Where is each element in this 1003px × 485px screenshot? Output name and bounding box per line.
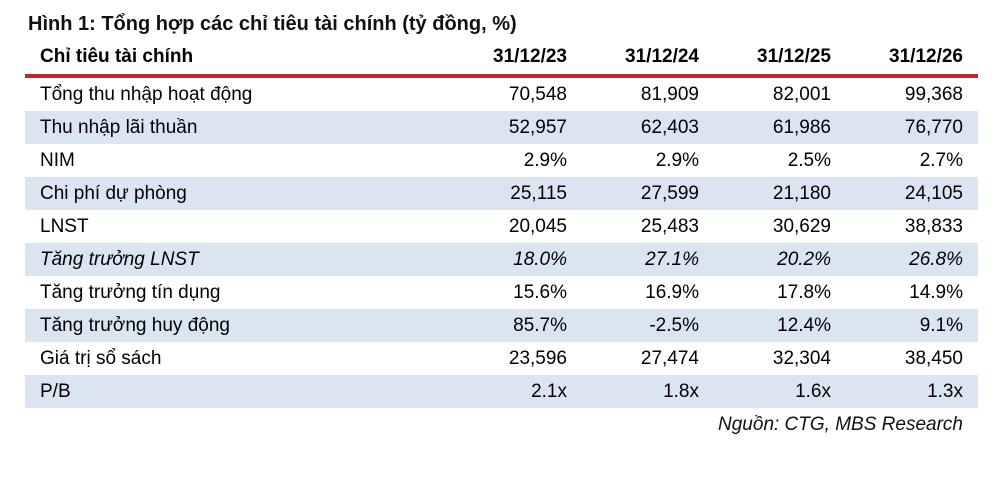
row-value: 27,599	[640, 182, 699, 204]
row-label: Tăng trưởng tín dụng	[40, 281, 221, 303]
row-label: Tổng thu nhập hoạt động	[40, 83, 253, 105]
table-body: Tổng thu nhập hoạt động 70,548 81,909 82,00…	[25, 76, 978, 408]
row-value: 70,548	[508, 83, 567, 105]
row-value: 76,770	[904, 116, 963, 138]
row-value: 24,105	[904, 182, 963, 204]
row-value: 62,403	[640, 116, 699, 138]
row-value: 32,304	[772, 347, 831, 369]
row-value: 99,368	[904, 83, 963, 105]
row-value: 12.4%	[777, 314, 831, 336]
row-value: 16.9%	[645, 281, 699, 303]
table-row: LNST 20,045 25,483 30,629 38,833	[25, 210, 978, 243]
row-value: 38,450	[904, 347, 963, 369]
row-value: 82,001	[772, 83, 831, 105]
row-value: 2.5%	[787, 149, 831, 171]
row-value: 23,596	[508, 347, 567, 369]
row-value: 26.8%	[909, 248, 963, 270]
table-header-row: Chỉ tiêu tài chính 31/12/23 31/12/24 31/…	[25, 40, 978, 78]
row-value: 2.9%	[523, 149, 567, 171]
row-value: 20.2%	[777, 248, 831, 270]
row-value: 14.9%	[909, 281, 963, 303]
financial-table: Chỉ tiêu tài chính 31/12/23 31/12/24 31/…	[25, 40, 978, 408]
row-value: 25,483	[640, 215, 699, 237]
table-row: Tăng trưởng huy động 85.7% -2.5% 12.4% 9.1%	[25, 309, 978, 342]
row-value: 30,629	[772, 215, 831, 237]
row-label: NIM	[40, 149, 75, 171]
row-value: 38,833	[904, 215, 963, 237]
row-value: 52,957	[508, 116, 567, 138]
row-label: LNST	[40, 215, 89, 237]
header-date-3: 31/12/25	[714, 40, 846, 78]
table-row: Tăng trưởng LNST 18.0% 27.1% 20.2% 26.8%	[25, 243, 978, 276]
figure-title: Hình 1: Tổng hợp các chỉ tiêu tài chính …	[28, 13, 517, 35]
row-value: 1.8x	[663, 380, 699, 402]
row-label: Giá trị sổ sách	[40, 347, 162, 369]
row-value: 17.8%	[777, 281, 831, 303]
row-value: 2.9%	[655, 149, 699, 171]
table-row: NIM 2.9% 2.9% 2.5% 2.7%	[25, 144, 978, 177]
row-value: 1.6x	[795, 380, 831, 402]
row-value: 1.3x	[927, 380, 963, 402]
row-value: 25,115	[510, 182, 567, 204]
table-row: P/B 2.1x 1.8x 1.6x 1.3x	[25, 375, 978, 408]
header-date-4: 31/12/26	[846, 40, 978, 78]
row-value: 2.1x	[531, 380, 567, 402]
source-note: Nguồn: CTG, MBS Research	[718, 414, 963, 435]
row-label: Chi phí dự phòng	[40, 182, 187, 204]
row-value: 9.1%	[919, 314, 963, 336]
row-value: 85.7%	[513, 314, 567, 336]
header-metric: Chỉ tiêu tài chính	[25, 40, 450, 78]
row-value: 27,474	[640, 347, 699, 369]
table-row: Tổng thu nhập hoạt động 70,548 81,909 82,00…	[25, 76, 978, 111]
row-value: 20,045	[508, 215, 567, 237]
row-value: 15.6%	[513, 281, 567, 303]
row-label: Tăng trưởng huy động	[40, 314, 230, 336]
row-label: Thu nhập lãi thuần	[40, 116, 198, 138]
row-value: 2.7%	[919, 149, 963, 171]
row-value: 81,909	[640, 83, 699, 105]
table-row: Tăng trưởng tín dụng 15.6% 16.9% 17.8% 14.9%	[25, 276, 978, 309]
table-row: Giá trị sổ sách 23,596 27,474 32,304 38,450	[25, 342, 978, 375]
table-row: Chi phí dự phòng 25,115 27,599 21,180 24,105	[25, 177, 978, 210]
header-date-1: 31/12/23	[450, 40, 582, 78]
table-header: Chỉ tiêu tài chính 31/12/23 31/12/24 31/…	[25, 40, 978, 78]
header-date-2: 31/12/24	[582, 40, 714, 78]
table-row: Thu nhập lãi thuần 52,957 62,403 61,986 76,7…	[25, 111, 978, 144]
row-label: Tăng trưởng LNST	[40, 248, 199, 270]
row-label: P/B	[40, 380, 71, 402]
row-value: -2.5%	[649, 314, 699, 336]
row-value: 21,180	[772, 182, 831, 204]
row-value: 61,986	[772, 116, 831, 138]
row-value: 27.1%	[645, 248, 699, 270]
row-value: 18.0%	[513, 248, 567, 270]
